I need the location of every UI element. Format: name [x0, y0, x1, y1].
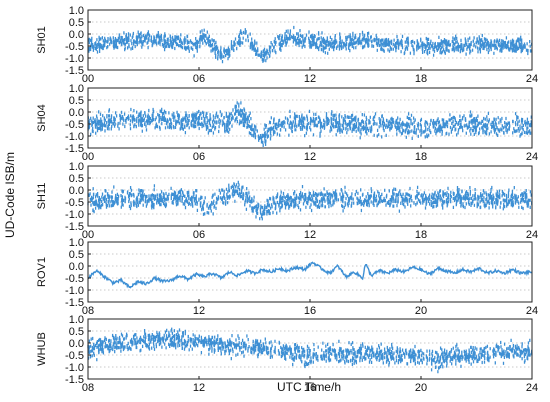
shared-x-axis-label: UTC Time/h [277, 380, 341, 394]
y-tick-label: 0.5 [69, 17, 84, 29]
x-tick-label: 12 [304, 229, 316, 241]
y-tick-label: 0.5 [69, 95, 84, 107]
x-tick-label: 00 [82, 151, 94, 163]
x-tick-label: 08 [82, 382, 94, 394]
panel-rov1: 1.00.50.0-0.5-1.0-1.508 12 16 20 24 ROV1 [36, 237, 538, 317]
y-tick-label: 0.0 [69, 338, 84, 350]
x-tick-label: 12 [304, 151, 316, 163]
x-tick-label: 24 [526, 151, 538, 163]
panel-sh04: 1.00.50.0-0.5-1.0-1.500 06 12 18 24 SH04 [36, 83, 538, 163]
y-tick-label: -0.5 [65, 41, 84, 53]
x-tick-label: 12 [304, 73, 316, 85]
panel-label: SH01 [36, 26, 48, 54]
x-tick-label: 24 [526, 382, 538, 394]
x-tick-label: 16 [304, 382, 316, 394]
y-tick-label: -1.0 [65, 209, 84, 221]
panel-label: SH11 [36, 183, 48, 210]
shared-y-axis-label: UD-Code ISB/m [3, 152, 17, 238]
y-tick-label: 0.5 [69, 326, 84, 338]
y-tick-label: -1.5 [65, 65, 84, 77]
y-tick-label: -1.5 [65, 297, 84, 309]
x-tick-label: 16 [304, 305, 316, 317]
x-tick-label: 24 [526, 305, 538, 317]
y-tick-label: 1.0 [69, 237, 84, 249]
y-tick-label: 0.0 [69, 29, 84, 41]
x-tick-label: 06 [193, 151, 205, 163]
y-tick-label: 1.0 [69, 83, 84, 95]
x-tick-label: 24 [526, 73, 538, 85]
y-tick-label: 0.5 [69, 173, 84, 185]
panel-frame [87, 241, 533, 303]
panel-whub: 1.00.50.0-0.5-1.0-1.508 12 16 20 24 WHUB [36, 314, 538, 394]
panel-sh01: 1.00.50.0-0.5-1.0-1.500 06 12 18 24 SH01 [36, 5, 538, 85]
panel-label: ROV1 [36, 257, 48, 287]
y-tick-label: -1.5 [65, 374, 84, 386]
y-tick-label: -0.5 [65, 197, 84, 209]
x-tick-label: 12 [193, 382, 205, 394]
series-points [87, 327, 533, 374]
x-tick-label: 18 [415, 151, 427, 163]
y-tick-label: 1.0 [69, 161, 84, 173]
x-tick-label: 08 [82, 305, 94, 317]
series-points [87, 180, 533, 221]
series-sh04 [87, 101, 533, 147]
chart-panels: 1.00.50.0-0.5-1.0-1.500 06 12 18 24SH011.00.… [36, 5, 538, 394]
x-tick-label: 06 [193, 229, 205, 241]
y-tick-label: -1.0 [65, 131, 84, 143]
x-tick-label: 20 [415, 305, 427, 317]
y-tick-label: -1.0 [65, 285, 84, 297]
series-sh01 [87, 25, 533, 64]
x-tick-label: 18 [415, 73, 427, 85]
y-tick-label: 1.0 [69, 5, 84, 17]
y-tick-label: 0.0 [69, 107, 84, 119]
y-tick-label: -0.5 [65, 350, 84, 362]
x-tick-label: 00 [82, 73, 94, 85]
panel-sh11: 1.00.50.0-0.5-1.0-1.500 06 12 18 24 SH11 [36, 161, 538, 241]
x-tick-label: 18 [415, 229, 427, 241]
y-tick-label: -0.5 [65, 273, 84, 285]
y-tick-label: -1.0 [65, 53, 84, 65]
series-whub [87, 327, 533, 374]
x-tick-label: 12 [193, 305, 205, 317]
x-tick-label: 00 [82, 229, 94, 241]
series-points [87, 25, 533, 64]
x-tick-label: 20 [415, 382, 427, 394]
y-tick-label: 1.0 [69, 314, 84, 326]
series-sh11 [87, 180, 533, 221]
y-tick-label: 0.0 [69, 185, 84, 197]
y-tick-label: -1.0 [65, 362, 84, 374]
y-tick-label: -1.5 [65, 143, 84, 155]
series-points [87, 101, 533, 147]
panel-label: SH04 [36, 104, 48, 132]
y-tick-label: -1.5 [65, 221, 84, 233]
y-tick-label: 0.5 [69, 249, 84, 261]
x-tick-label: 24 [526, 229, 538, 241]
series-line [87, 261, 533, 289]
series-rov1 [87, 261, 533, 289]
panel-label: WHUB [36, 332, 48, 366]
y-tick-label: 0.0 [69, 261, 84, 273]
x-tick-label: 06 [193, 73, 205, 85]
y-tick-label: -0.5 [65, 119, 84, 131]
